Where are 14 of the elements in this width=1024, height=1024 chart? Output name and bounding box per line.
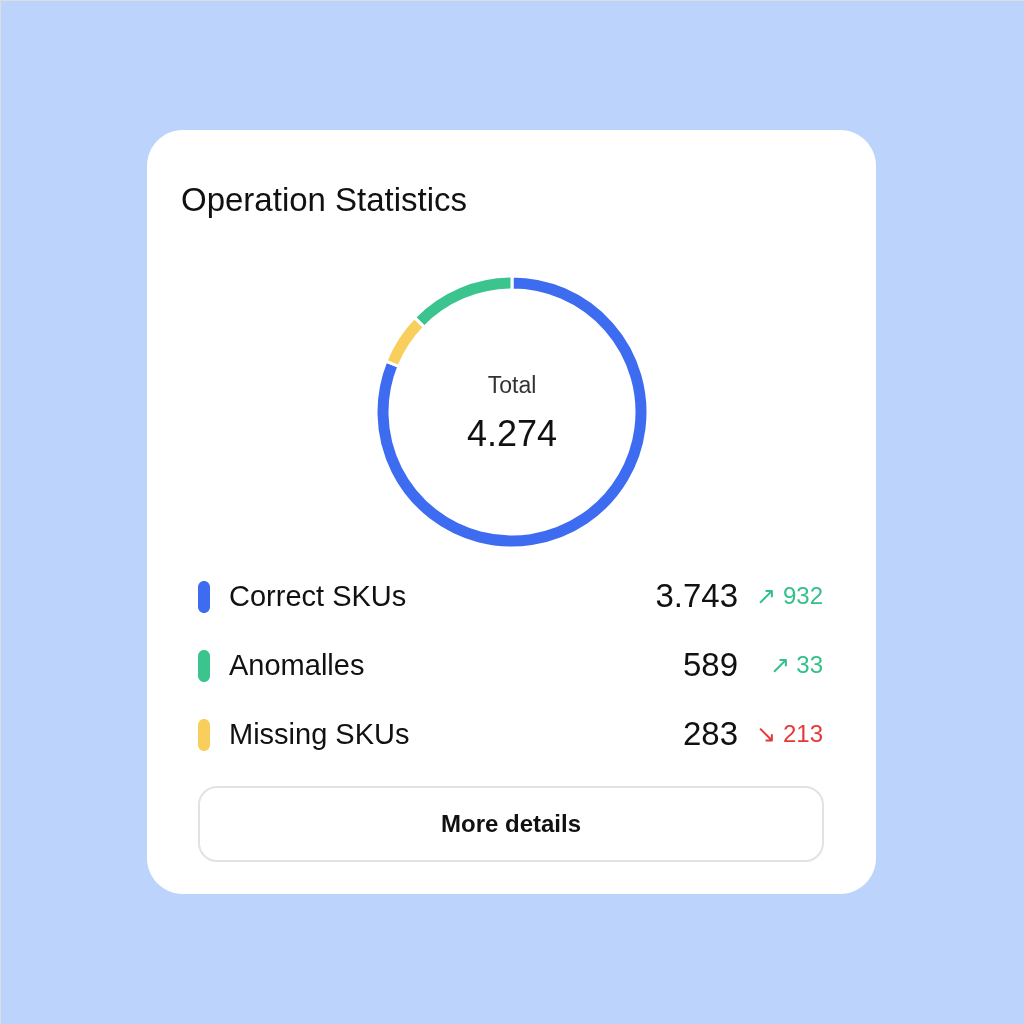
text: ↘ 213 [756, 720, 823, 747]
donut-slice [374, 274, 650, 550]
data-label: 283 [682, 715, 738, 752]
text: ↗ 932 [756, 582, 823, 609]
chart-title: Operation Statistics [181, 181, 468, 218]
text: ↗ 33 [769, 651, 823, 678]
data-label: 3.743 [655, 577, 738, 614]
text: 4.274 [466, 413, 558, 454]
legend-label: Anomalles [229, 649, 365, 681]
text: More details [440, 810, 582, 837]
legend-label: Correct SKUs [229, 580, 407, 612]
legend-label: Missing SKUs [229, 718, 410, 750]
text: Total [487, 372, 537, 398]
data-label: 589 [682, 646, 738, 683]
